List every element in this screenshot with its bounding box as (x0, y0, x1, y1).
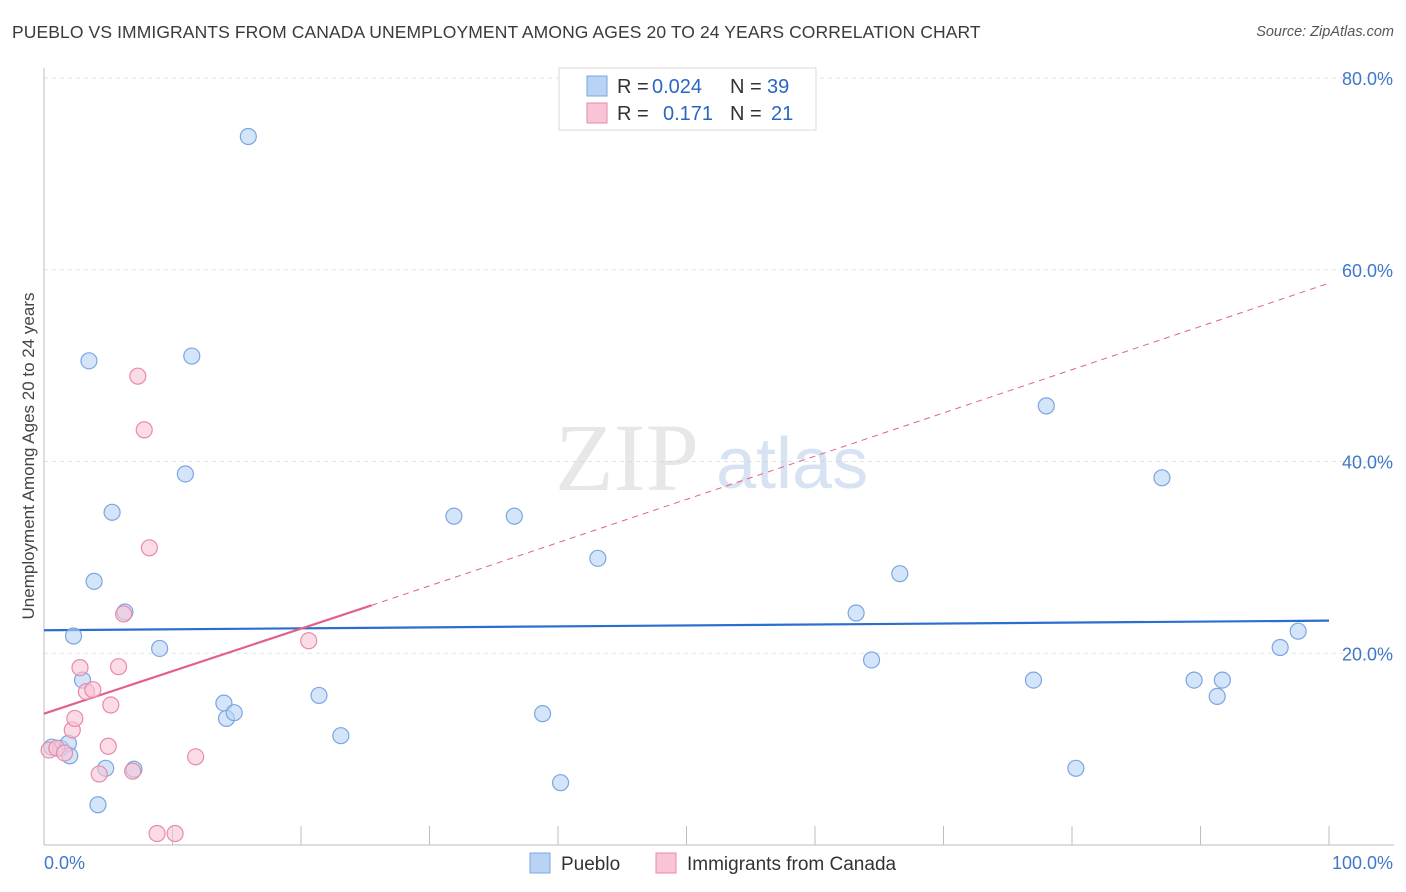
legend-r-label-2: R = (617, 103, 649, 125)
data-points (40, 127, 1307, 843)
point-pueblo-10 (103, 503, 121, 521)
point-pueblo-15 (183, 347, 201, 365)
point-pueblo-27 (847, 604, 865, 622)
legend-n-value-2: 21 (771, 103, 793, 125)
bottom-legend-swatch-pueblo (529, 852, 551, 874)
point-pueblo-37 (1271, 638, 1289, 657)
y-tick-label-40: 40.0% (1342, 453, 1393, 473)
point-pueblo-26 (589, 549, 607, 567)
point-pueblo-19 (239, 127, 257, 146)
point-pueblo-35 (1208, 687, 1226, 705)
point-canada-16 (140, 539, 158, 557)
legend-swatch-canada (586, 102, 608, 124)
point-canada-20 (300, 632, 318, 650)
trend-line-canada-2 (371, 282, 1330, 606)
point-pueblo-29 (891, 565, 909, 583)
watermark: ZIP atlas (555, 404, 868, 511)
legend-r-value-1: 0.024 (652, 76, 702, 98)
point-pueblo-32 (1067, 759, 1085, 777)
legend-n-label-1: N = (730, 76, 762, 98)
point-canada-13 (124, 762, 142, 780)
point-pueblo-8 (89, 796, 107, 814)
point-pueblo-6 (80, 352, 98, 370)
point-canada-18 (166, 824, 184, 843)
point-canada-2 (55, 744, 74, 762)
bottom-legend-pueblo: Pueblo (561, 854, 620, 875)
point-pueblo-14 (176, 465, 194, 483)
point-pueblo-33 (1153, 469, 1171, 487)
trend-line-pueblo-0 (43, 619, 1330, 632)
point-canada-19 (187, 748, 205, 766)
point-pueblo-21 (332, 727, 350, 745)
point-pueblo-24 (533, 705, 552, 723)
point-canada-14 (129, 367, 147, 385)
legend-n-label-2: N = (730, 103, 762, 125)
point-pueblo-20 (310, 686, 328, 705)
point-canada-12 (115, 605, 133, 623)
y-axis-label: Unemployment Among Ages 20 to 24 years (19, 293, 38, 620)
point-pueblo-25 (551, 774, 570, 792)
source-label: Source: ZipAtlas.com (1256, 24, 1394, 40)
legend-r-value-2: 0.171 (663, 103, 713, 125)
point-pueblo-31 (1037, 397, 1055, 415)
point-pueblo-7 (85, 572, 103, 590)
point-pueblo-36 (1213, 671, 1231, 689)
x-tick-label-max: 100.0% (1332, 853, 1393, 873)
point-canada-11 (109, 658, 128, 676)
point-canada-9 (99, 737, 117, 755)
grid-lines (44, 77, 1394, 654)
tick-labels: 20.0% 40.0% 60.0% 80.0% 0.0% 100.0% (44, 69, 1393, 873)
x-tick-label-min: 0.0% (44, 853, 85, 873)
legend: R = 0.024 N = 39 R = 0.171 N = 21 (558, 67, 817, 131)
point-pueblo-22 (445, 507, 463, 525)
legend-n-value-1: 39 (767, 76, 789, 98)
point-pueblo-23 (505, 507, 523, 525)
y-tick-label-80: 80.0% (1342, 69, 1393, 89)
point-canada-10 (102, 696, 120, 714)
point-canada-4 (66, 709, 84, 728)
point-canada-8 (90, 765, 108, 783)
point-pueblo-28 (862, 651, 881, 669)
point-canada-5 (71, 659, 89, 677)
point-pueblo-18 (225, 704, 243, 722)
chart-title: PUEBLO VS IMMIGRANTS FROM CANADA UNEMPLO… (12, 22, 981, 42)
bottom-legend: Pueblo Immigrants from Canada (529, 852, 897, 875)
y-tick-label-20: 20.0% (1342, 644, 1393, 664)
point-canada-17 (148, 824, 166, 843)
point-pueblo-13 (151, 639, 169, 658)
legend-r-label-1: R = (617, 76, 649, 98)
y-tick-label-60: 60.0% (1342, 261, 1393, 281)
point-pueblo-30 (1024, 671, 1043, 689)
point-pueblo-4 (64, 627, 83, 645)
point-pueblo-38 (1289, 622, 1307, 640)
point-pueblo-34 (1185, 671, 1203, 689)
bottom-legend-canada: Immigrants from Canada (687, 854, 897, 875)
bottom-legend-swatch-canada (655, 852, 677, 874)
legend-swatch-pueblo (586, 75, 608, 97)
watermark-zip: ZIP (555, 404, 699, 511)
point-canada-7 (84, 681, 102, 699)
point-canada-15 (135, 421, 153, 439)
